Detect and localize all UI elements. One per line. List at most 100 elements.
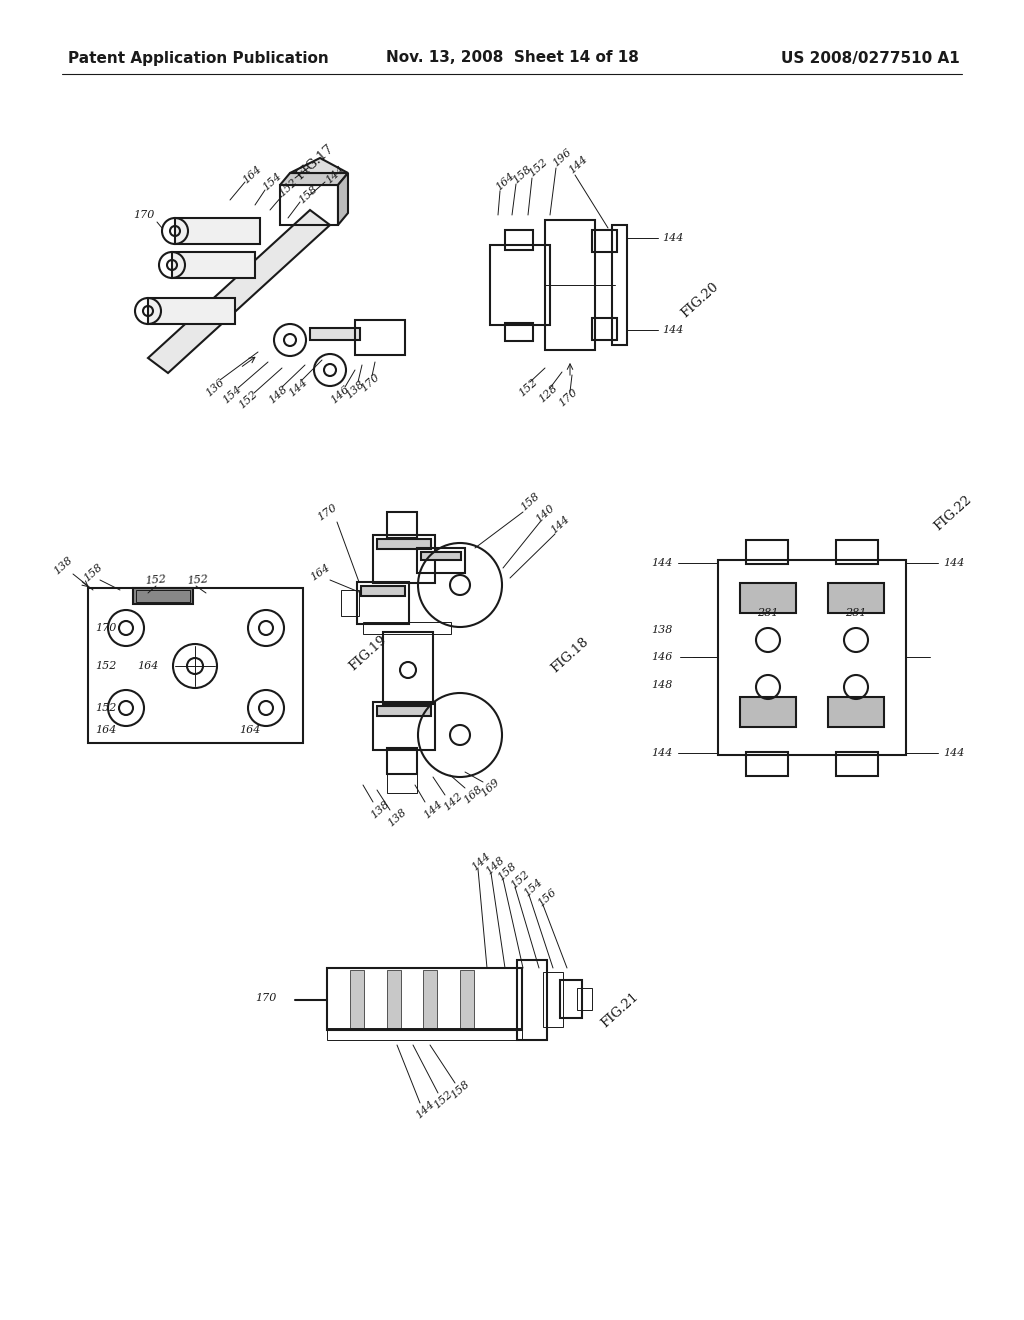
Text: 158: 158 [496,861,518,883]
Text: 152: 152 [95,704,117,713]
Polygon shape [310,327,360,341]
Text: 152: 152 [187,574,209,586]
Bar [836,540,878,564]
Bar [718,560,906,755]
Polygon shape [175,218,260,244]
Bar [387,970,401,1028]
Bar [327,968,522,1030]
Bar [577,987,592,1010]
Text: 164: 164 [241,164,263,186]
Bar [327,1028,522,1040]
Polygon shape [280,173,348,185]
Text: 144: 144 [943,558,965,568]
Text: 154: 154 [261,172,284,193]
Text: 138: 138 [651,624,673,635]
Text: 196: 196 [551,147,573,169]
Text: 158: 158 [519,491,542,513]
Text: 158: 158 [82,562,104,583]
Text: 158: 158 [297,183,319,206]
Text: 152: 152 [517,378,540,399]
Text: Nov. 13, 2008  Sheet 14 of 18: Nov. 13, 2008 Sheet 14 of 18 [386,50,638,66]
Text: FIG.17: FIG.17 [294,141,336,182]
Polygon shape [338,173,348,224]
Text: 164: 164 [95,725,117,735]
Bar [746,752,788,776]
Bar [361,586,406,597]
Text: 136: 136 [204,378,226,399]
Bar [545,220,595,350]
Text: 281: 281 [758,609,778,618]
Text: 144: 144 [662,234,683,243]
Polygon shape [148,298,234,323]
Bar [517,960,547,1040]
Text: 144: 144 [662,325,683,335]
Bar [505,230,534,249]
Text: 170: 170 [133,210,155,220]
Text: 144: 144 [414,1100,436,1121]
Bar [341,590,359,616]
Bar [560,979,582,1018]
Text: 170: 170 [95,623,117,634]
Text: FIG.18: FIG.18 [549,635,591,675]
Text: 169: 169 [478,777,502,799]
Text: 281: 281 [846,609,866,618]
Text: 170: 170 [256,993,278,1003]
Text: 170: 170 [557,387,580,409]
Text: 152: 152 [145,574,167,586]
Bar [88,587,303,743]
Text: 148: 148 [483,855,506,876]
Text: FIG.19: FIG.19 [347,632,389,673]
Text: 158: 158 [511,164,534,186]
Text: 138: 138 [369,799,391,821]
Bar [373,535,435,583]
Text: 152: 152 [526,157,549,180]
Text: 144: 144 [651,748,673,758]
Bar [280,185,338,224]
Text: US 2008/0277510 A1: US 2008/0277510 A1 [781,50,961,66]
Bar [387,748,417,774]
Bar [612,224,627,345]
Text: 170: 170 [358,372,381,393]
Bar [828,697,884,727]
Bar [387,512,417,539]
Text: 170: 170 [315,502,339,523]
Bar [746,540,788,564]
Text: 156: 156 [536,887,558,909]
Text: 146: 146 [651,652,673,663]
Text: 148: 148 [266,384,290,405]
Text: 138: 138 [344,379,367,401]
Polygon shape [148,210,330,374]
Text: Patent Application Publication: Patent Application Publication [68,50,329,66]
Text: 158: 158 [449,1080,471,1101]
Text: 142: 142 [441,791,464,813]
Bar [387,774,417,793]
Bar [460,970,474,1028]
Text: FIG.22: FIG.22 [932,492,974,533]
Text: 164: 164 [240,725,261,735]
Text: 128: 128 [537,383,559,405]
Text: FIG.20: FIG.20 [679,280,721,319]
Text: 164: 164 [137,661,159,671]
Bar [543,972,563,1027]
Bar [836,752,878,776]
Text: 164: 164 [308,562,332,582]
Bar [740,697,796,727]
Polygon shape [290,158,348,173]
Bar [357,582,409,624]
Bar [828,583,884,612]
Text: FIG.21: FIG.21 [599,990,641,1030]
Bar [373,702,435,750]
Bar [592,318,617,341]
Bar [740,583,796,612]
Text: 144: 144 [287,378,309,399]
Text: 152: 152 [509,869,531,891]
Text: 152: 152 [432,1089,455,1111]
Text: 144: 144 [470,851,493,873]
Text: 168: 168 [462,784,484,807]
Text: 140: 140 [534,503,556,525]
Text: 152: 152 [237,389,259,411]
Text: 144: 144 [422,799,444,821]
Text: 138: 138 [386,807,409,829]
Text: 144: 144 [549,513,571,536]
Bar [377,706,431,715]
